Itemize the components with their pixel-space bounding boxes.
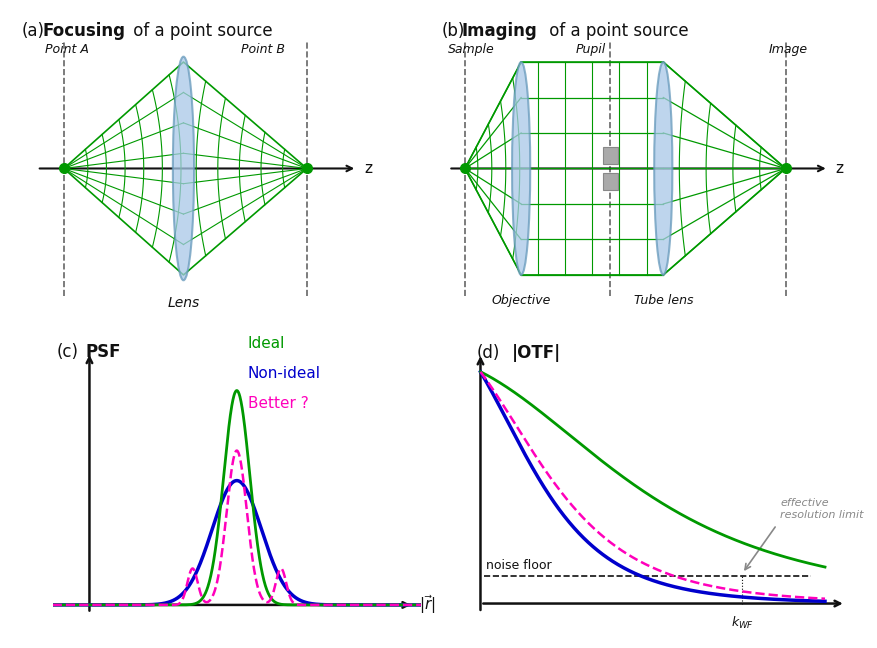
Text: Tube lens: Tube lens — [633, 294, 693, 307]
Text: Lens: Lens — [168, 296, 200, 310]
Text: PSF: PSF — [86, 343, 121, 362]
Text: Objective: Objective — [491, 294, 551, 307]
Text: (d): (d) — [477, 344, 501, 362]
Ellipse shape — [654, 62, 673, 275]
Text: Point A: Point A — [45, 43, 89, 56]
Ellipse shape — [512, 62, 531, 275]
Bar — [603, 173, 617, 190]
Text: Better ?: Better ? — [248, 396, 309, 411]
Text: Imaging: Imaging — [461, 22, 538, 40]
Text: Pupil: Pupil — [575, 43, 606, 56]
Text: of a point source: of a point source — [545, 22, 689, 40]
Text: z: z — [365, 161, 373, 176]
Text: of a point source: of a point source — [127, 22, 272, 40]
Text: noise floor: noise floor — [486, 559, 552, 572]
Text: effective
resolution limit: effective resolution limit — [781, 498, 864, 520]
Text: Non-ideal: Non-ideal — [248, 365, 321, 380]
Text: z: z — [835, 161, 843, 176]
Text: |OTF|: |OTF| — [511, 344, 560, 362]
Text: Focusing: Focusing — [43, 22, 125, 40]
Bar — [603, 147, 617, 164]
Text: Point B: Point B — [241, 43, 285, 56]
Text: Image: Image — [769, 43, 809, 56]
Text: Ideal: Ideal — [248, 336, 285, 351]
Text: (c): (c) — [56, 343, 78, 362]
Text: Sample: Sample — [448, 43, 496, 56]
Text: $|\vec{r}|$: $|\vec{r}|$ — [419, 594, 436, 616]
Text: (a): (a) — [21, 22, 45, 40]
Ellipse shape — [173, 57, 194, 280]
Text: $k_{WF}$: $k_{WF}$ — [731, 615, 754, 631]
Text: (b): (b) — [442, 22, 465, 40]
